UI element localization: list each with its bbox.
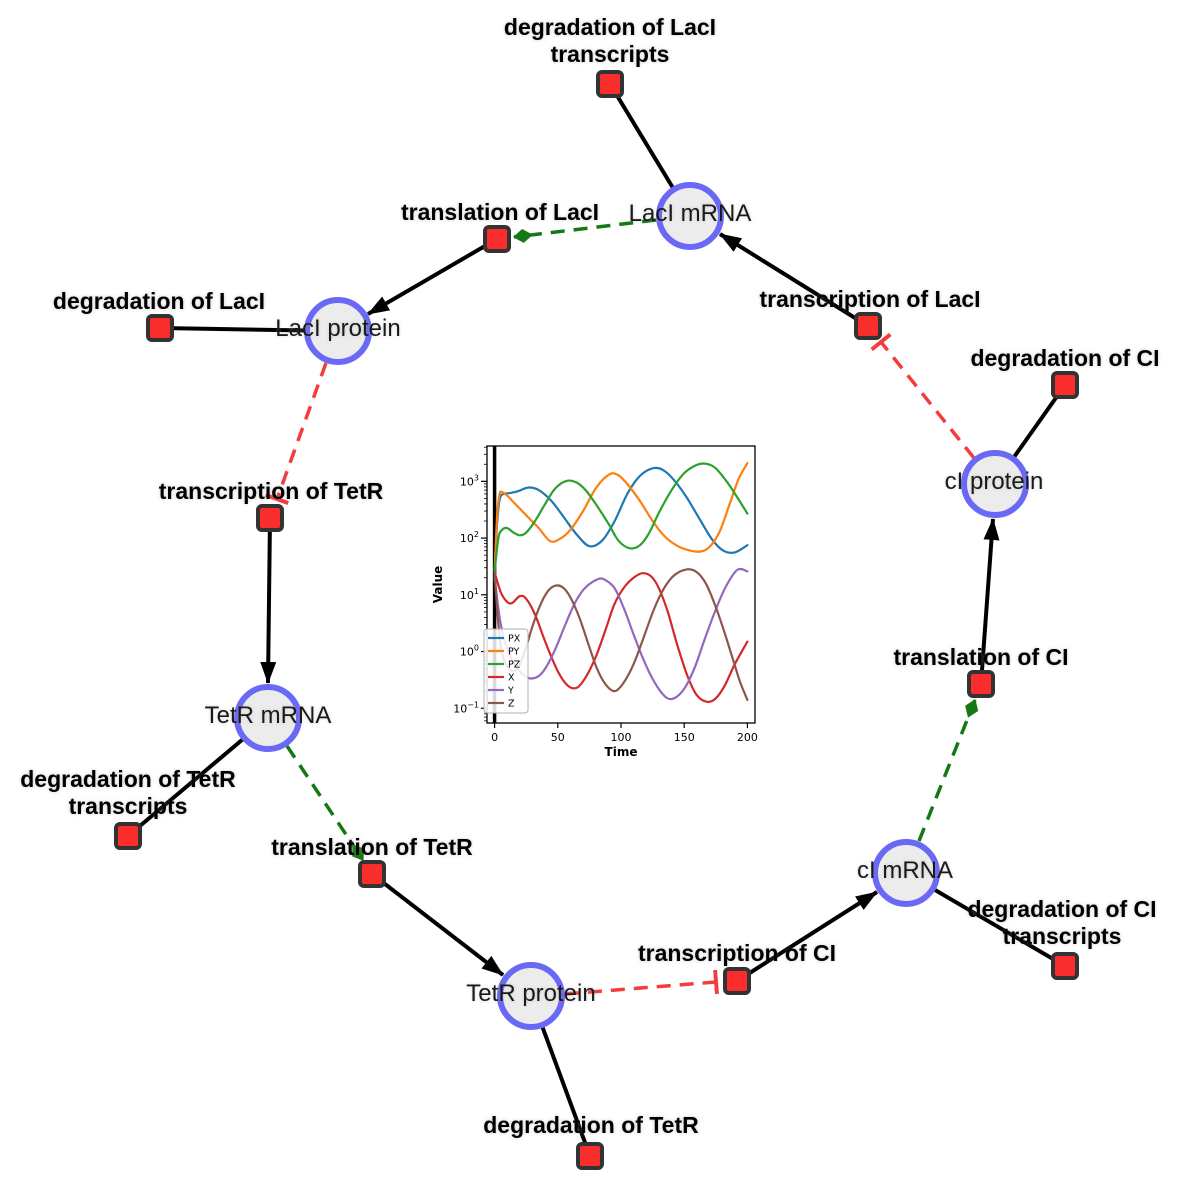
species-node-laci-protein	[304, 297, 372, 365]
reaction-label-transcription-ci: transcription of CI	[637, 940, 837, 966]
legend-label-Z: Z	[508, 699, 515, 710]
species-label-laci-protein: LacI protein	[275, 315, 401, 342]
legend-label-PY: PY	[508, 647, 520, 658]
axes-ticks: 0 50 100 150 200 10−1 100 101 102 103	[453, 446, 758, 744]
reaction-node-degradation-tetr-transcripts	[114, 822, 142, 850]
reaction-label-degradation-ci-transcripts: degradation of CI transcripts	[967, 896, 1157, 949]
reaction-node-translation-laci	[483, 225, 511, 253]
reaction-label-transcription-tetr: transcription of TetR	[158, 478, 384, 504]
edge-ci-protein-inhibits-transcription-laci	[870, 332, 976, 460]
species-label-ci-protein: cI protein	[944, 468, 1044, 495]
legend-label-X: X	[508, 673, 515, 684]
y-tick-label: 103	[460, 473, 479, 488]
species-label-ci-mrna: cI mRNA	[857, 857, 953, 884]
reaction-node-translation-tetr	[358, 860, 386, 888]
reaction-label-degradation-ci: degradation of CI	[970, 345, 1160, 371]
reaction-node-degradation-tetr	[576, 1142, 604, 1170]
reaction-label-degradation-laci-transcripts: degradation of LacI transcripts	[503, 14, 717, 67]
legend-label-Y: Y	[507, 686, 514, 697]
y-tick-label: 100	[460, 644, 479, 659]
x-tick-label: 150	[674, 731, 695, 744]
series-line-PX	[493, 466, 749, 574]
simulation-chart-svg: 0 50 100 150 20010−1100101102103TimeValuePXP…	[431, 445, 758, 759]
simulation-plot: 0 50 100 150 200 10−1 100 101 102 103 Time Value PX P…	[430, 438, 765, 763]
reaction-node-degradation-laci-transcripts	[596, 70, 624, 98]
x-tick-label: 100	[611, 731, 632, 744]
series-line-PZ	[493, 462, 749, 574]
species-node-tetr-protein	[497, 962, 565, 1030]
edge-transcription-tetr-produces-tetr-mrna	[260, 517, 277, 684]
edge-tetr-protein-inhibits-transcription-ci	[564, 969, 719, 996]
edge-laci-mrna-modifies-translation-laci	[513, 218, 657, 243]
y-axis-title: Value	[431, 566, 445, 604]
reaction-label-degradation-tetr-transcripts: degradation of TetR transcripts	[20, 766, 236, 819]
series-line-X	[493, 571, 749, 704]
edge-transcription-ci-produces-ci-mrna	[735, 890, 879, 983]
reaction-node-transcription-tetr	[256, 504, 284, 532]
species-label-laci-mrna: LacI mRNA	[628, 200, 752, 227]
x-tick-label: 50	[551, 731, 565, 744]
edge-translation-ci-produces-ci-protein	[979, 518, 1000, 685]
legend-label-PZ: PZ	[508, 660, 521, 671]
species-label-tetr-protein: TetR protein	[466, 980, 596, 1007]
edge-translation-tetr-produces-tetr-protein	[370, 872, 505, 977]
legend-label-PX: PX	[508, 634, 521, 645]
edge-ci-mrna-modifies-translation-ci	[917, 699, 979, 842]
reaction-label-translation-ci: translation of CI	[893, 644, 1069, 670]
x-axis-title: Time	[605, 745, 638, 759]
x-tick-label: 200	[737, 731, 758, 744]
reaction-node-degradation-ci-transcripts	[1051, 952, 1079, 980]
edge-translation-laci-produces-laci-protein	[366, 237, 499, 316]
series-line-Z	[493, 568, 749, 702]
x-tick-label: 0	[491, 731, 498, 744]
reaction-node-degradation-laci	[146, 314, 174, 342]
reaction-label-transcription-laci: transcription of LacI	[759, 286, 981, 312]
y-tick-label: 10−1	[453, 700, 479, 715]
y-tick-label: 102	[460, 530, 479, 545]
y-tick-label: 101	[460, 587, 479, 602]
species-label-tetr-mrna: TetR mRNA	[204, 702, 332, 729]
edge-transcription-laci-produces-laci-mrna	[718, 232, 870, 328]
species-node-ci-mrna	[872, 839, 940, 907]
reaction-label-translation-laci: translation of LacI	[400, 199, 600, 225]
reaction-label-translation-tetr: translation of TetR	[271, 834, 473, 860]
species-node-laci-mrna	[656, 182, 724, 250]
reaction-label-degradation-laci: degradation of LacI	[52, 288, 266, 314]
reaction-node-transcription-laci	[854, 312, 882, 340]
reaction-node-translation-ci	[967, 670, 995, 698]
chart-legend: PX PY PZ XYZ	[483, 628, 529, 714]
reaction-node-transcription-ci	[723, 967, 751, 995]
series-line-PY	[493, 462, 749, 574]
reaction-label-degradation-tetr: degradation of TetR	[483, 1112, 699, 1138]
species-node-tetr-mrna	[234, 684, 302, 752]
edge-laci-protein-inhibits-transcription-tetr	[265, 362, 328, 505]
plot-area	[492, 446, 749, 723]
species-node-ci-protein	[961, 450, 1029, 518]
reaction-node-degradation-ci	[1051, 371, 1079, 399]
